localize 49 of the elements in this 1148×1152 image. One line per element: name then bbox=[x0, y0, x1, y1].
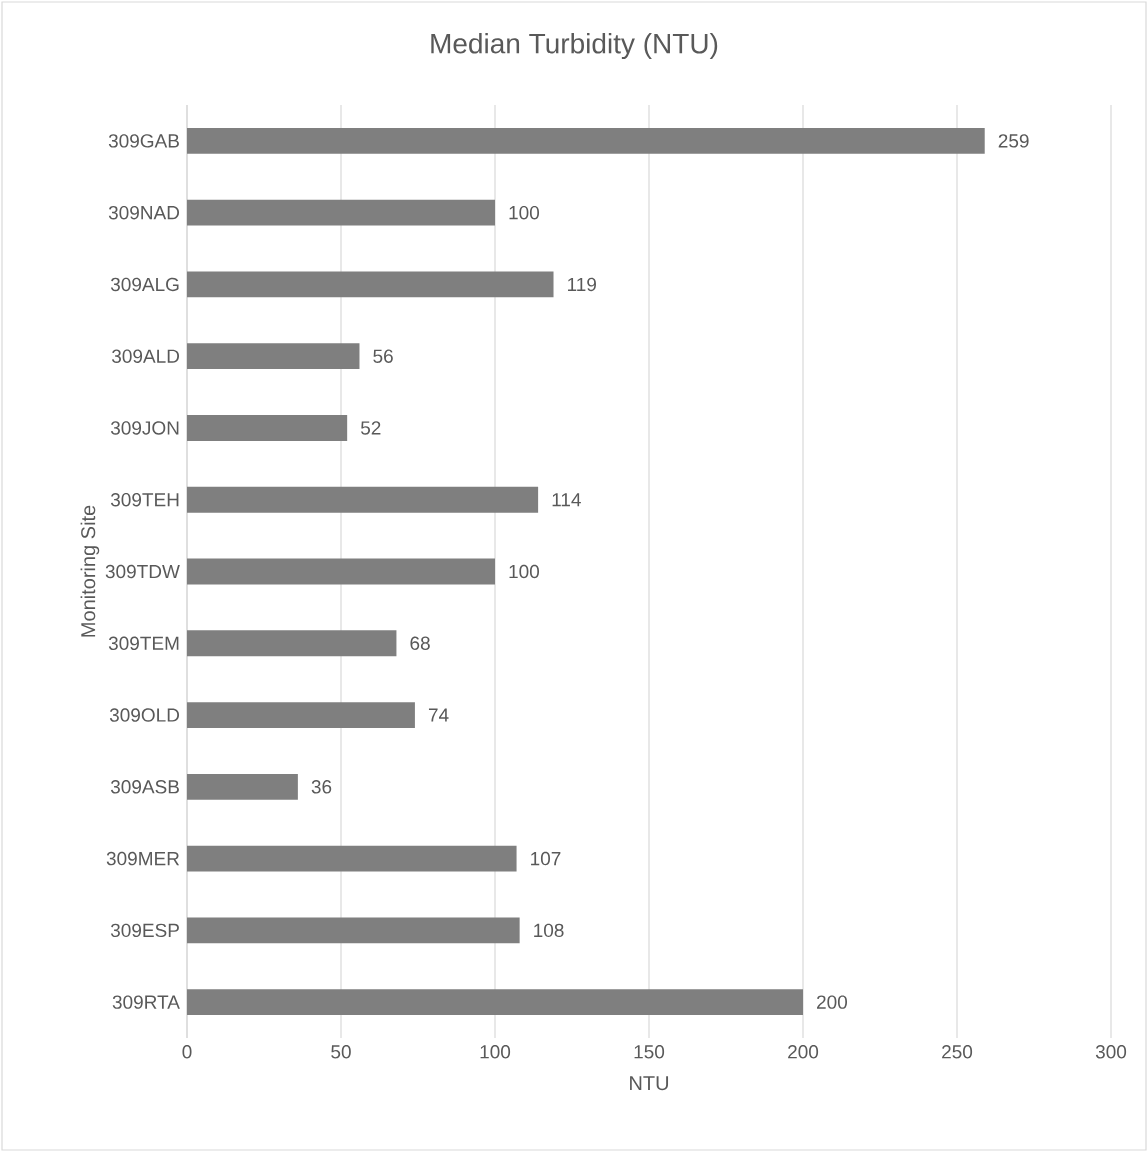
y-tick-label: 309ALD bbox=[111, 349, 180, 363]
bar bbox=[187, 989, 803, 1016]
data-label: 107 bbox=[531, 851, 561, 866]
bar bbox=[187, 486, 539, 513]
y-tick-label: 309JON bbox=[110, 421, 179, 435]
bar bbox=[187, 558, 495, 585]
data-label: 36 bbox=[311, 780, 332, 794]
x-tick-label: 250 bbox=[942, 1045, 973, 1059]
bar bbox=[187, 845, 517, 872]
data-label: 108 bbox=[534, 923, 564, 938]
bar bbox=[187, 415, 348, 441]
y-tick-label: 309RTA bbox=[112, 995, 180, 1009]
data-label: 52 bbox=[360, 421, 381, 435]
data-label: 200 bbox=[817, 995, 848, 1009]
x-tick-label: 50 bbox=[331, 1045, 351, 1059]
bar bbox=[187, 702, 415, 728]
data-label: 74 bbox=[428, 708, 449, 722]
x-tick-label: 0 bbox=[182, 1045, 192, 1059]
y-tick-label: 309ALG bbox=[110, 277, 179, 292]
data-label: 56 bbox=[373, 349, 393, 363]
y-tick-label: 309ESP bbox=[110, 923, 179, 938]
y-tick-label: 309TDW bbox=[105, 564, 180, 579]
chart-title: Median Turbidity (NTU) bbox=[431, 32, 718, 60]
data-label: 259 bbox=[998, 134, 1029, 148]
data-label: 100 bbox=[509, 564, 540, 579]
bar bbox=[187, 773, 298, 800]
y-tick-label: 309GAB bbox=[108, 134, 179, 148]
y-tick-label: 309MER bbox=[106, 851, 180, 866]
x-axis-title: NTU bbox=[630, 1076, 669, 1091]
y-tick-label: 309ASB bbox=[110, 780, 179, 794]
y-axis-title: Monitoring Site bbox=[80, 505, 100, 637]
y-tick-label: 309TEM bbox=[108, 636, 179, 651]
bar bbox=[187, 127, 985, 154]
data-label: 100 bbox=[509, 205, 540, 220]
bar bbox=[187, 630, 397, 657]
x-tick-label: 100 bbox=[480, 1045, 511, 1059]
bar bbox=[187, 199, 495, 226]
y-tick-label: 309NAD bbox=[108, 205, 180, 220]
x-tick-label: 200 bbox=[788, 1045, 819, 1059]
x-tick-label: 150 bbox=[634, 1045, 665, 1059]
y-tick-label: 309OLD bbox=[109, 708, 180, 722]
bar bbox=[187, 343, 360, 370]
data-label: 119 bbox=[568, 277, 596, 292]
data-label: 68 bbox=[410, 636, 430, 651]
y-tick-label: 309TEH bbox=[110, 493, 179, 507]
bar bbox=[187, 917, 520, 944]
bar bbox=[187, 271, 554, 298]
x-tick-label: 300 bbox=[1095, 1045, 1127, 1059]
data-label: 114 bbox=[552, 493, 581, 507]
